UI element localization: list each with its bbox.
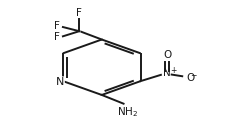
Text: −: − — [189, 71, 195, 80]
Text: N: N — [56, 77, 64, 87]
Text: F: F — [53, 21, 59, 31]
Text: NH$_2$: NH$_2$ — [117, 105, 137, 119]
Text: O: O — [186, 73, 194, 83]
Text: F: F — [76, 8, 82, 18]
Text: F: F — [53, 32, 59, 42]
Text: +: + — [169, 66, 176, 75]
Text: O: O — [162, 50, 171, 60]
Text: N: N — [163, 68, 170, 78]
